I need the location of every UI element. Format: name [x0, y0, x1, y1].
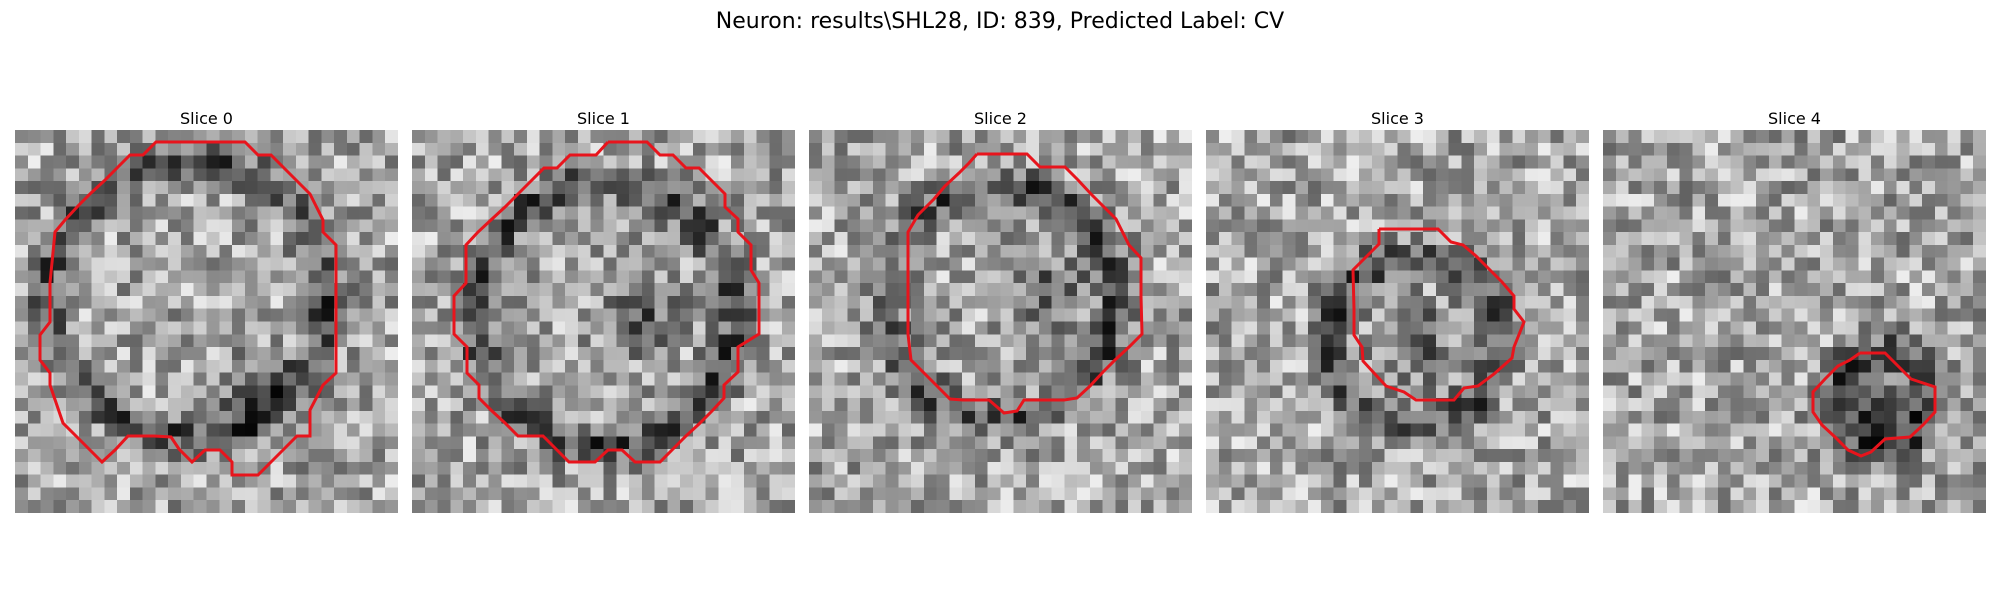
slice-contour-2 — [906, 152, 1144, 415]
slice-image-0 — [15, 130, 398, 513]
slice-panel-0: Slice 0 — [15, 108, 398, 513]
slice-panel-2: Slice 2 — [809, 108, 1192, 513]
slice-image-3 — [1206, 130, 1589, 513]
slice-image-2 — [809, 130, 1192, 513]
slice-contour-1 — [452, 140, 761, 464]
slice-panel-3: Slice 3 — [1206, 108, 1589, 513]
slice-image-4 — [1603, 130, 1986, 513]
slice-title-3: Slice 3 — [1371, 109, 1424, 128]
slice-contour-4 — [1811, 351, 1937, 458]
slice-raster-4 — [1603, 130, 1986, 513]
figure-title: Neuron: results\SHL28, ID: 839, Predicte… — [715, 9, 1285, 34]
slice-panel-1: Slice 1 — [412, 108, 795, 513]
slice-raster-2 — [809, 130, 1192, 513]
slice-contour-0 — [38, 140, 338, 477]
slice-raster-1 — [412, 130, 795, 513]
slice-title-2: Slice 2 — [974, 109, 1027, 128]
slice-title-0: Slice 0 — [180, 109, 233, 128]
slice-panel-4: Slice 4 — [1603, 108, 1986, 513]
slice-title-4: Slice 4 — [1768, 109, 1821, 128]
slice-contour-3 — [1351, 227, 1526, 402]
slice-image-1 — [412, 130, 795, 513]
slice-title-1: Slice 1 — [577, 109, 630, 128]
